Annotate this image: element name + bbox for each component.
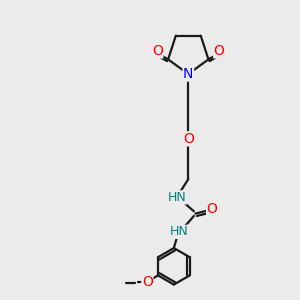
Text: O: O xyxy=(152,44,163,58)
Text: O: O xyxy=(183,132,194,146)
Text: O: O xyxy=(142,274,153,289)
Text: N: N xyxy=(183,67,194,81)
Text: O: O xyxy=(207,202,218,216)
Text: HN: HN xyxy=(170,225,188,239)
Text: O: O xyxy=(214,44,225,58)
Text: HN: HN xyxy=(168,191,187,204)
